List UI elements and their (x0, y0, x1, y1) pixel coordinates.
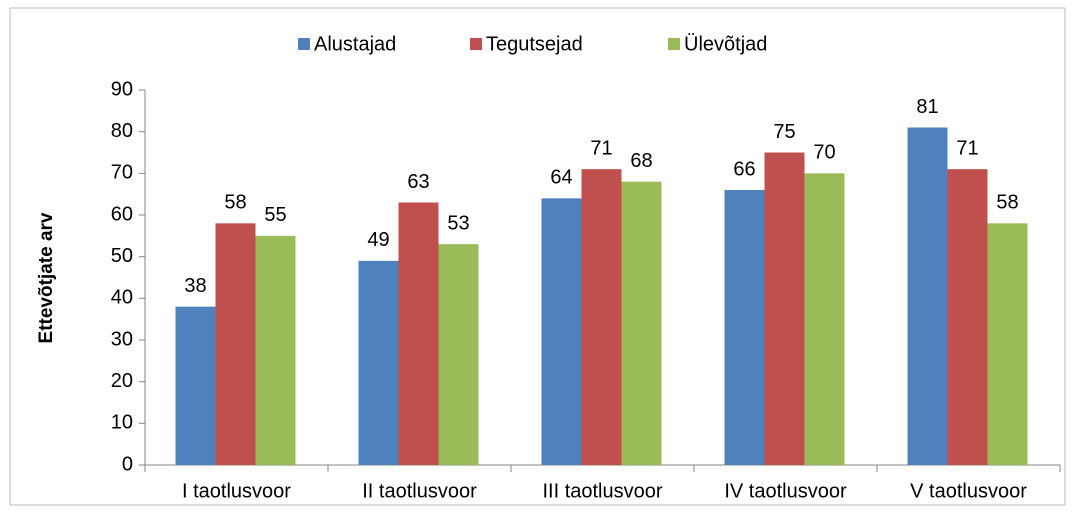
bar (358, 260, 399, 465)
bar (438, 244, 479, 465)
y-tick-label: 70 (111, 162, 133, 184)
data-label: 68 (630, 150, 652, 172)
legend-label: Alustajad (314, 33, 396, 55)
data-label: 55 (264, 204, 286, 226)
data-label: 38 (184, 275, 206, 297)
y-tick-label: 40 (111, 287, 133, 309)
x-tick-label: II taotlusvoor (362, 480, 477, 502)
y-tick-label: 80 (111, 120, 133, 142)
bar (398, 202, 439, 465)
data-label: 71 (956, 137, 978, 159)
data-label: 49 (367, 229, 389, 251)
bar (947, 169, 988, 465)
y-tick-label: 90 (111, 78, 133, 100)
y-tick-label: 60 (111, 203, 133, 225)
data-label: 58 (996, 192, 1018, 214)
data-label: 70 (813, 142, 835, 164)
data-label: 66 (733, 158, 755, 180)
x-tick-label: I taotlusvoor (182, 480, 291, 502)
y-tick-label: 10 (111, 412, 133, 434)
x-tick-label: III taotlusvoor (542, 480, 662, 502)
bar (987, 223, 1028, 465)
y-axis-label: Ettevõtjate arv (36, 212, 57, 343)
legend-label: Ülevõtjad (684, 33, 767, 55)
legend-swatch (470, 38, 482, 50)
bar (541, 198, 582, 466)
x-tick-label: IV taotlusvoor (724, 480, 847, 502)
y-tick-label: 0 (122, 453, 133, 475)
legend-label: Tegutsejad (486, 33, 583, 55)
data-label: 81 (916, 96, 938, 118)
chart-border (9, 7, 1066, 506)
bar (907, 127, 948, 465)
y-tick-label: 30 (111, 328, 133, 350)
x-tick-label: V taotlusvoor (910, 480, 1027, 502)
y-tick-label: 20 (111, 370, 133, 392)
bar (804, 173, 845, 466)
data-label: 53 (447, 212, 469, 234)
legend-swatch (668, 38, 680, 50)
bar (215, 223, 256, 465)
data-label: 58 (224, 192, 246, 214)
data-label: 63 (407, 171, 429, 193)
bar (621, 181, 662, 465)
data-label: 71 (590, 137, 612, 159)
bar (764, 152, 805, 465)
data-label: 75 (773, 121, 795, 143)
bar (581, 169, 622, 465)
y-tick-label: 50 (111, 245, 133, 267)
bar (255, 235, 296, 465)
legend-swatch (298, 38, 310, 50)
bar (175, 306, 216, 465)
data-label: 64 (550, 167, 572, 189)
bar (724, 190, 765, 465)
